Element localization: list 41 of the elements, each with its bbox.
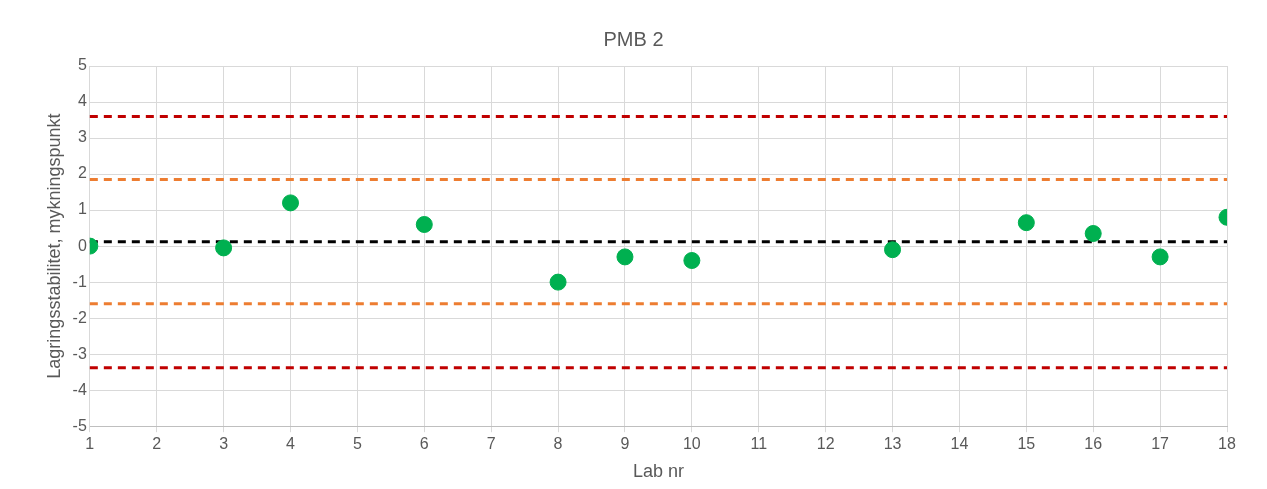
point: [1084, 224, 1102, 242]
x-tick-label: 5: [352, 435, 362, 453]
y-tick-label: -5: [72, 416, 87, 434]
y-tick-label: 3: [77, 128, 87, 146]
x-tick-label: 3: [219, 435, 229, 453]
point: [1017, 214, 1035, 232]
y-tick-label: 1: [77, 200, 87, 218]
y-tick-label: 4: [77, 92, 87, 110]
x-tick-label: 17: [1151, 435, 1170, 453]
x-tick-label: 16: [1084, 435, 1103, 453]
y-tick-label: 0: [77, 236, 87, 254]
x-tick-label: 7: [486, 435, 496, 453]
point: [282, 194, 299, 212]
point: [215, 239, 233, 257]
x-tick-label: 12: [816, 435, 835, 453]
x-tick-label: 13: [883, 435, 902, 453]
x-tick-label: 6: [419, 435, 429, 453]
y-tick-label: -1: [72, 272, 87, 290]
point: [1151, 248, 1169, 266]
x-tick-label: 10: [682, 435, 701, 453]
y-axis-title: Lagringsstabilitet, mykningspunkt: [43, 113, 64, 379]
point: [683, 252, 701, 270]
x-tick-label: 2: [152, 435, 162, 453]
x-tick-label: 8: [553, 435, 563, 453]
x-tick-label: 11: [750, 435, 768, 453]
y-tick-label: -3: [72, 344, 87, 362]
x-tick-label: 14: [950, 435, 969, 453]
x-tick-label: 15: [1017, 435, 1036, 453]
x-tick-label: 18: [1218, 435, 1236, 453]
point: [549, 273, 567, 291]
chart-title: PMB 2: [603, 27, 664, 50]
x-tick-label: 4: [286, 435, 296, 453]
y-tick-label: -2: [72, 308, 87, 326]
y-tick-label: 5: [77, 56, 87, 74]
point: [884, 241, 902, 259]
x-tick-label: 9: [620, 435, 630, 453]
point: [415, 215, 433, 233]
y-tick-label: 2: [77, 164, 87, 182]
y-tick-label: -4: [72, 380, 87, 398]
x-axis-title: Lab nr: [632, 461, 684, 482]
point: [616, 248, 634, 266]
